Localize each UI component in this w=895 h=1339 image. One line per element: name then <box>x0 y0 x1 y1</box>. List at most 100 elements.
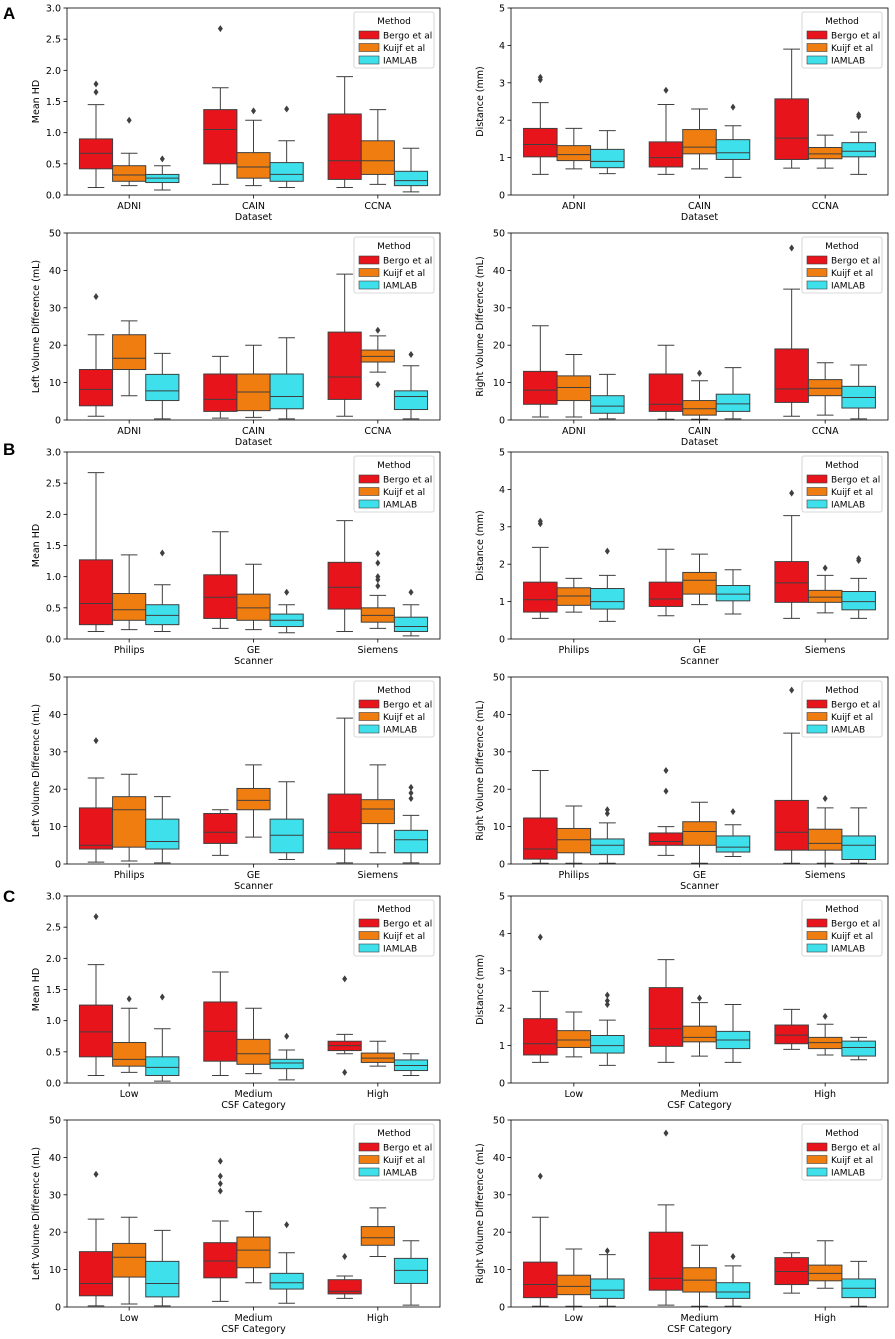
y-tick-label: 10 <box>49 822 61 833</box>
box-cain-iamlab <box>715 103 751 178</box>
legend: Method Bergo et al Kuijf et al IAMLAB <box>353 1123 435 1181</box>
x-tick-label: Siemens <box>805 645 846 656</box>
legend: Method Bergo et al Kuijf et al IAMLAB <box>801 680 883 738</box>
y-tick-label: 0 <box>499 191 505 202</box>
x-tick-label: ADNI <box>117 201 141 212</box>
x-tick-label: ADNI <box>117 426 141 437</box>
legend-swatch <box>806 724 828 734</box>
box-siemens-iamlab <box>393 588 429 637</box>
box-cain-kuijf-et-al <box>682 108 717 170</box>
legend-title: Method <box>825 1129 859 1139</box>
box-medium-bergo-et-al <box>648 959 684 1063</box>
legend-entry-label: Bergo et al <box>831 1144 880 1154</box>
box-siemens-bergo-et-al <box>774 489 809 619</box>
legend-entry-label: IAMLAB <box>831 501 865 511</box>
box-iqr <box>556 375 592 402</box>
x-tick-label: CCNA <box>812 426 839 437</box>
outlier-point <box>217 1187 223 1195</box>
x-tick-label: CAIN <box>242 426 265 437</box>
box-iqr <box>556 1030 592 1048</box>
legend-entry-label: Bergo et al <box>831 476 880 486</box>
y-tick-label: 0.5 <box>46 1047 61 1058</box>
legend: Method Bergo et al Kuijf et al IAMLAB <box>353 680 435 738</box>
outlier-point <box>663 1129 669 1137</box>
legend-frame <box>353 1123 435 1181</box>
outlier-point <box>408 588 414 596</box>
legend-entry-label: Bergo et al <box>383 920 432 930</box>
legend-entry-label: IAMLAB <box>383 1169 417 1179</box>
legend-entry-label: Bergo et al <box>831 920 880 930</box>
x-tick-label: Medium <box>681 1089 719 1100</box>
outlier-point <box>93 1170 99 1178</box>
legend: Method Bergo et al Kuijf et al IAMLAB <box>801 11 883 69</box>
box-iqr <box>203 813 238 844</box>
box-iqr <box>145 604 180 626</box>
box-siemens-kuijf-et-al <box>807 564 843 614</box>
box-iqr <box>203 373 238 412</box>
y-tick-label: 10 <box>493 378 505 389</box>
subplot-11: 0 10 20 30 40 50 Low Medium High CSF Category Left… <box>31 1116 441 1335</box>
box-iqr <box>715 585 751 602</box>
box-iqr <box>236 1236 271 1269</box>
y-tick-label: 2.5 <box>46 923 61 934</box>
box-iqr <box>682 400 717 416</box>
legend-entry-label: Kuijf et al <box>383 488 425 498</box>
subplot-3: 0 10 20 30 40 50 ADNI CAIN CCNA Dataset Left Volum… <box>31 229 441 448</box>
y-tick-label: 4 <box>499 485 505 496</box>
box-high-iamlab <box>393 1240 429 1306</box>
box-adni-iamlab <box>590 373 625 420</box>
box-iqr <box>236 593 271 621</box>
legend-entry-label: Kuijf et al <box>831 488 873 498</box>
legend-swatch <box>358 280 380 290</box>
legend-swatch <box>358 268 380 277</box>
y-tick-label: 1.0 <box>46 1016 61 1027</box>
box-iqr <box>78 1251 114 1297</box>
x-tick-label: Medium <box>681 1313 719 1324</box>
y-tick-label: 1.0 <box>46 572 61 583</box>
x-axis-label: CSF Category <box>221 1324 286 1335</box>
legend-entry-label: Kuijf et al <box>383 713 425 723</box>
box-siemens-bergo-et-al <box>327 717 362 864</box>
outlier-point <box>126 995 132 1003</box>
panel-label-b: B <box>3 440 16 459</box>
box-ge-bergo-et-al <box>203 531 238 629</box>
y-tick-label: 0.0 <box>46 635 61 646</box>
legend-frame <box>353 899 435 957</box>
legend-swatch <box>806 487 828 496</box>
y-tick-label: 0 <box>55 860 61 871</box>
y-axis-label: Distance (mm) <box>475 510 486 580</box>
legend-swatch <box>806 268 828 277</box>
legend-title: Method <box>377 461 411 471</box>
box-iqr <box>648 141 684 168</box>
legend-swatch <box>806 1142 828 1152</box>
outlier-point <box>93 913 99 921</box>
y-axis-label: Left Volume Difference (mL) <box>31 704 42 837</box>
y-tick-label: 0 <box>499 1079 505 1090</box>
y-tick-label: 20 <box>49 341 61 352</box>
box-iqr <box>523 1261 558 1299</box>
y-tick-label: 30 <box>49 747 61 758</box>
box-iqr <box>682 1025 717 1043</box>
x-tick-label: High <box>367 1089 389 1100</box>
y-tick-label: 0 <box>55 1303 61 1314</box>
y-tick-label: 40 <box>493 1153 505 1164</box>
x-axis-label: CSF Category <box>221 1100 286 1111</box>
box-cain-bergo-et-al <box>648 86 684 175</box>
box-iqr <box>590 148 625 169</box>
outlier-point <box>789 686 795 694</box>
x-axis-label: CSF Category <box>667 1100 732 1111</box>
x-tick-label: Philips <box>559 870 590 881</box>
y-tick-label: 2 <box>499 1004 505 1015</box>
y-tick-label: 20 <box>493 1228 505 1239</box>
subplot-9: 0.0 0.5 1.0 1.5 2.0 2.5 3.0 Low Medium High CSF Ca… <box>31 892 441 1111</box>
legend-entry-label: Bergo et al <box>383 257 432 267</box>
legend-entry-label: IAMLAB <box>383 57 417 67</box>
box-cain-iamlab <box>715 367 751 420</box>
subplot-10: 0 1 2 3 4 5 Low Medium High CSF Category Distance … <box>475 892 889 1111</box>
box-low-bergo-et-al <box>78 913 114 1077</box>
legend-entry-label: Kuijf et al <box>831 44 873 54</box>
legend-swatch <box>806 474 828 484</box>
box-high-bergo-et-al <box>327 975 362 1076</box>
box-iqr <box>774 348 809 403</box>
outlier-point <box>251 107 256 115</box>
